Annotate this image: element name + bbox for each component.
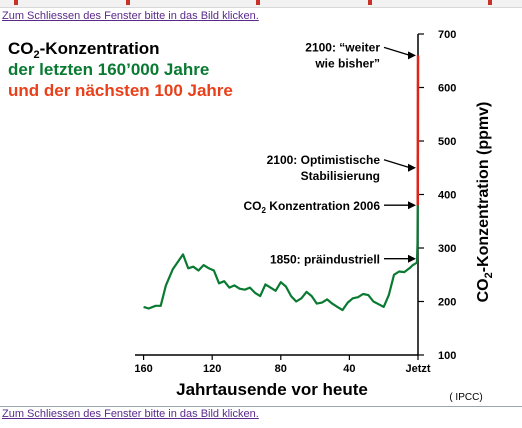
series-line-industrial (415, 205, 419, 265)
y-tick-label: 500 (438, 136, 456, 148)
close-hint-link-top[interactable]: Zum Schliessen des Fenster bitte in das … (2, 10, 259, 22)
annotation-arrow-head (408, 201, 416, 210)
chart-title-line3: und der nächsten 100 Jahre (8, 81, 233, 100)
y-label-co2: CO (475, 278, 492, 302)
chart-annotations: 2100: “weiter wie bisher” 2100: Optimistis… (244, 40, 416, 267)
y-axis-label: CO2-Konzentration (ppmv) (475, 102, 495, 303)
chart-title-line1: CO2-Konzentration (8, 39, 160, 61)
y-tick-label: 600 (438, 83, 456, 95)
close-hint-link-bottom[interactable]: Zum Schliessen des Fenster bitte in das … (2, 408, 259, 420)
tab-marker (368, 0, 372, 5)
co2-chart[interactable]: CO2-Konzentration der letzten 160’000 Ja… (0, 24, 522, 406)
x-axis-label: Jahrtausende vor heute (176, 380, 368, 399)
data-series (143, 55, 420, 312)
tab-marker (488, 0, 492, 5)
y-axis-ticks: 100 200 300 400 500 600 700 (418, 29, 456, 362)
annotation-arrow-head (408, 51, 416, 60)
x-tick-label: Jetzt (405, 363, 430, 375)
tab-marker (256, 0, 260, 5)
y-tick-label: 200 (438, 297, 456, 309)
annotation-subscript: 2 (262, 206, 267, 215)
annotation-arrow-head (408, 163, 416, 172)
y-tick-label: 100 (438, 350, 456, 362)
annotation-text: 2100: “weiter (305, 40, 380, 54)
bottom-divider (0, 406, 522, 407)
source-note: ( IPCC) (449, 392, 482, 403)
annotation-rest: Konzentration 2006 (266, 199, 380, 213)
y-label-rest: -Konzentration (ppmv) (475, 102, 492, 273)
x-tick-label: 120 (203, 363, 221, 375)
x-tick-label: 40 (343, 363, 355, 375)
annotation-arrow-head (408, 254, 416, 263)
annotation-arrow-line (383, 159, 411, 169)
annotation-arrow-line (383, 46, 411, 57)
annotation-text: Stabilisierung (301, 169, 380, 183)
annotation-text: 2100: Optimistische (267, 153, 381, 167)
chart-title-line2: der letzten 160’000 Jahre (8, 60, 209, 79)
series-line-history (143, 253, 417, 312)
y-tick-label: 300 (438, 243, 456, 255)
x-tick-label: 80 (275, 363, 287, 375)
y-label-subscript: 2 (483, 272, 495, 278)
title-co2: CO (8, 39, 34, 58)
tab-marker (126, 0, 130, 5)
annotation-text: wie bisher” (314, 56, 380, 70)
y-tick-label: 400 (438, 190, 456, 202)
chart-title: CO2-Konzentration der letzten 160’000 Ja… (8, 39, 233, 100)
x-tick-label: 160 (134, 363, 152, 375)
annotation-co2: CO (244, 199, 262, 213)
title-rest: -Konzentration (40, 39, 160, 58)
x-axis-ticks: 160 120 80 40 Jetzt (134, 355, 431, 375)
annotation-text: 1850: präindustriell (270, 253, 380, 267)
tab-marker (14, 0, 18, 5)
y-tick-label: 700 (438, 29, 456, 41)
title-subscript: 2 (34, 49, 40, 61)
window-top-strip (0, 0, 522, 8)
annotation-text: CO2 Konzentration 2006 (244, 199, 381, 215)
